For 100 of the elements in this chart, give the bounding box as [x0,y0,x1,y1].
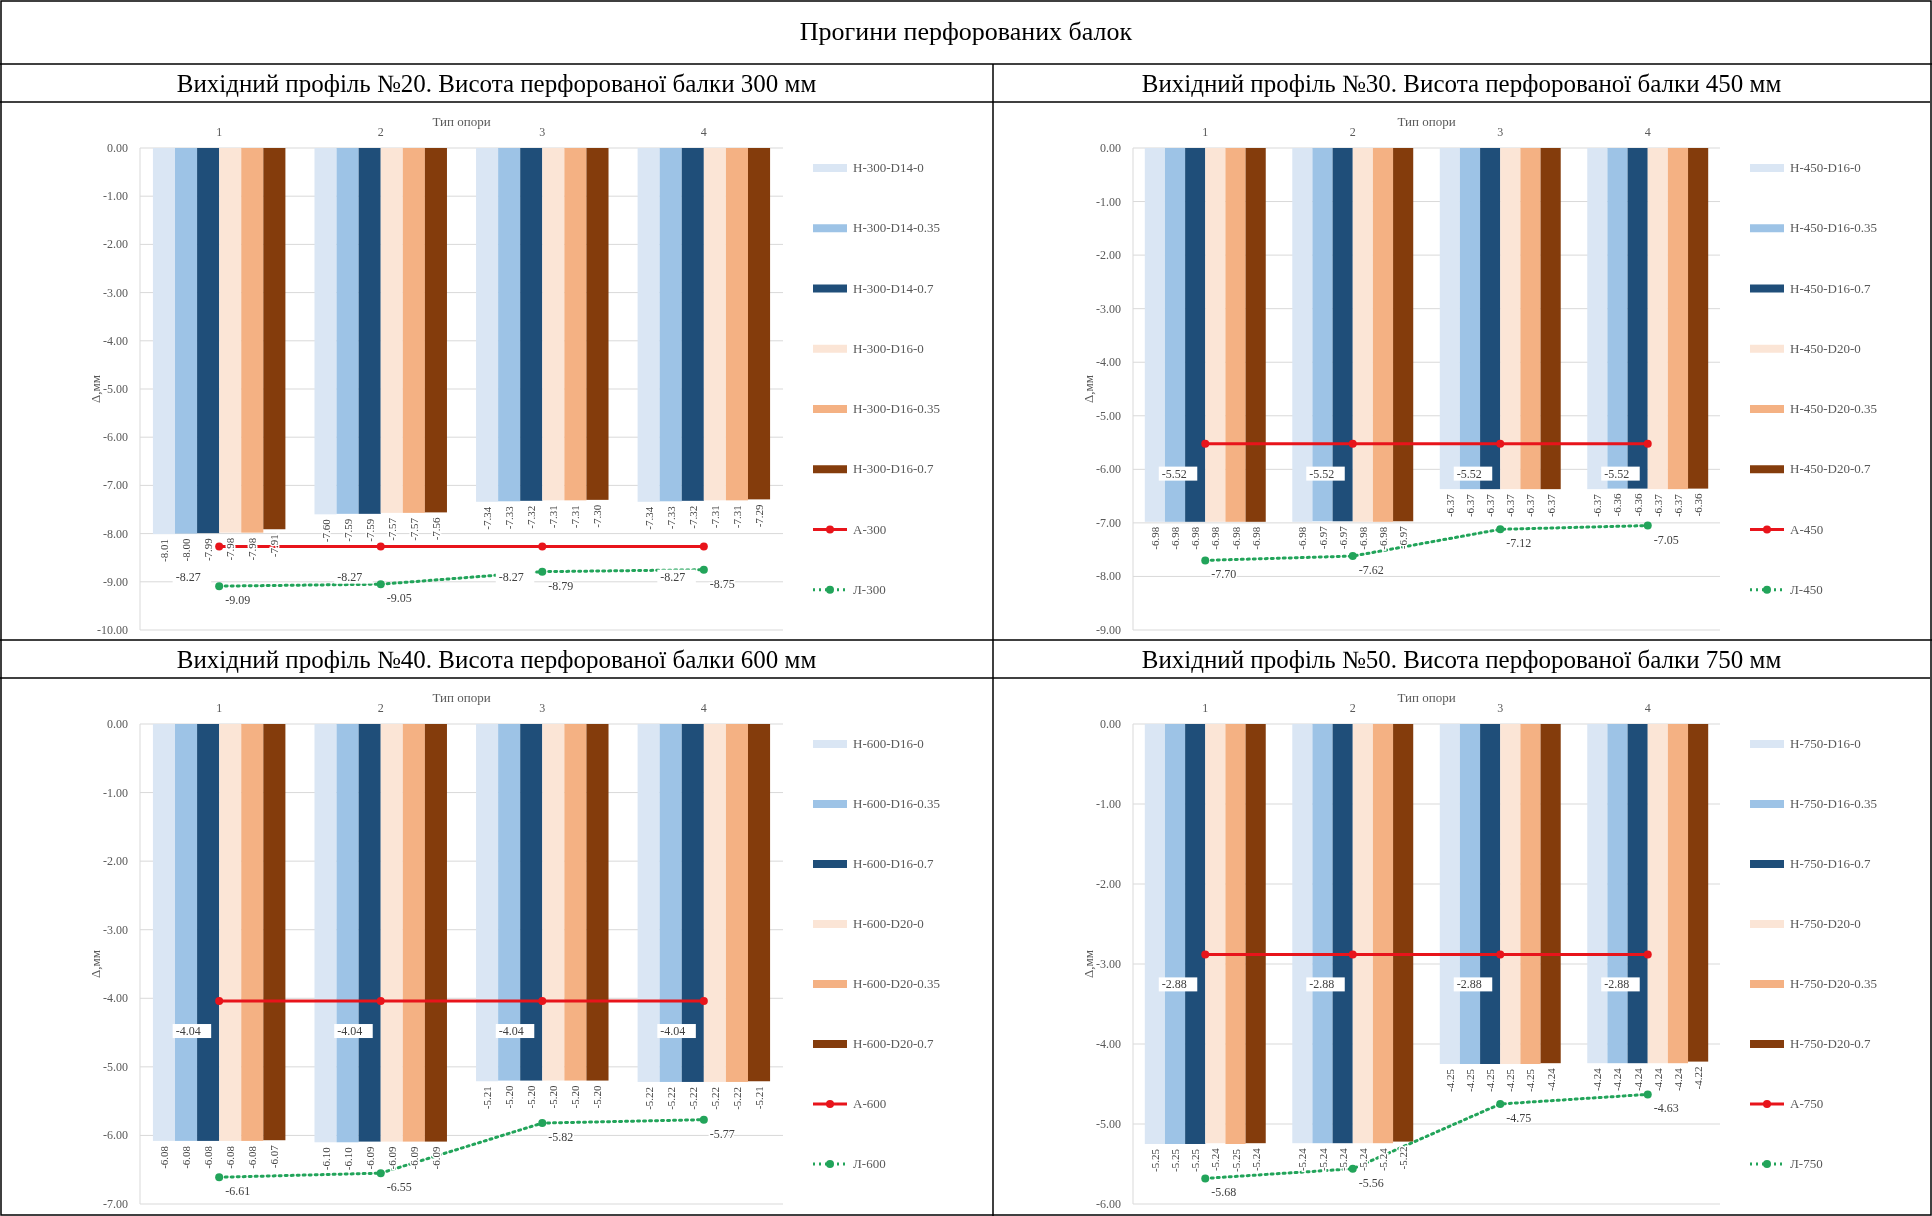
data-label: -5.22 [664,1086,677,1110]
data-label: -8.79 [548,578,574,593]
data-label: -4.24 [1671,1067,1684,1092]
data-label: -4.25 [1524,1068,1537,1092]
data-label: -5.24 [1356,1147,1369,1172]
point [1643,950,1652,959]
data-label: -4.24 [1544,1067,1557,1092]
data-label: -4.22 [1692,1066,1705,1090]
x-tick-label: 3 [1497,125,1504,139]
data-label: -4.04 [337,1024,363,1039]
data-label: -7.60 [319,518,332,543]
data-label: -6.07 [268,1144,281,1169]
data-label: -7.59 [363,518,376,542]
data-label: -5.22 [708,1086,721,1110]
point [1496,950,1505,959]
y-tick-label: 0.00 [107,141,128,155]
data-label: -5.77 [709,1126,735,1141]
data-label: -7.05 [1653,532,1679,547]
data-label: -6.08 [202,1145,215,1169]
data-label: -9.05 [386,591,412,606]
y-tick-label: -3.00 [103,285,128,300]
data-label: -7.57 [407,517,420,541]
data-label: -4.24 [1611,1067,1624,1092]
y-tick-label: -2.00 [103,237,128,252]
data-label: -6.98 [1169,526,1182,550]
point [215,1173,224,1182]
data-label: -5.82 [548,1130,574,1145]
data-label: -4.25 [1464,1068,1477,1092]
y-tick-label: -4.00 [103,333,128,348]
data-label: -5.22 [642,1086,655,1110]
data-label: -5.22 [686,1086,699,1110]
data-label: -5.21 [481,1086,494,1110]
data-label: -9.09 [225,593,251,608]
y-tick-label: -7.00 [103,1197,128,1211]
point [699,565,708,574]
data-label: -6.98 [1189,526,1202,550]
data-label: -4.25 [1504,1068,1517,1092]
y-tick-label: -5.00 [1096,1117,1121,1131]
y-tick-label: -5.00 [1096,408,1121,423]
point [1643,521,1652,530]
data-label: -6.98 [1296,526,1309,550]
legend-label: А-300 [853,521,887,537]
y-tick-label: -1.00 [103,189,128,204]
y-tick-label: -9.00 [1096,623,1121,637]
data-label: -6.09 [429,1146,442,1170]
legend-label: Н-300-D16-0 [853,340,924,356]
data-label: -6.08 [224,1145,237,1169]
y-tick-label: -8.00 [103,526,128,541]
y-tick-label: -1.00 [1096,797,1121,811]
data-label: -7.98 [224,537,237,561]
x-axis-title: Тип опори [432,690,491,705]
y-tick-label: -4.00 [1096,355,1121,370]
legend-label: Н-450-D16-0 [1790,160,1861,175]
legend-label: Н-450-D16-0.35 [1790,220,1878,236]
x-axis-title: Тип опори [1397,114,1456,129]
data-label: -6.09 [407,1146,420,1170]
data-label: -7.59 [341,518,354,542]
y-tick-label: -4.00 [103,991,128,1006]
x-tick-label: 4 [1644,125,1651,139]
y-tick-label: -3.00 [1096,301,1121,316]
y-tick-label: -4.00 [1096,1037,1121,1051]
data-label: -4.25 [1484,1068,1497,1092]
x-tick-label: 2 [377,701,384,715]
point [376,1169,385,1178]
y-axis-title: Δ,мм [1081,949,1096,979]
data-label: -8.27 [498,569,524,584]
x-tick-label: 2 [1349,701,1356,715]
data-label: -4.75 [1506,1111,1532,1125]
data-label: -2.88 [1456,977,1482,992]
point [538,1119,547,1128]
x-axis-title: Тип опори [1397,690,1456,705]
data-label: -7.62 [1358,563,1384,578]
data-label: -5.22 [730,1086,743,1110]
point [215,582,224,591]
x-tick-label: 3 [1497,701,1504,715]
data-label: -6.98 [1209,526,1222,550]
data-label: -8.27 [175,569,201,584]
data-label: -6.98 [1376,526,1389,550]
x-tick-label: 2 [377,125,384,139]
data-label: -5.25 [1229,1148,1242,1172]
data-label: -5.20 [591,1085,604,1109]
data-label: -8.27 [660,569,686,584]
data-label: -6.37 [1443,493,1456,518]
data-label: -2.88 [1161,977,1187,992]
y-tick-label: 0.00 [1100,141,1121,155]
y-tick-label: -5.00 [103,382,128,396]
point [1496,1100,1505,1108]
point [1348,950,1357,959]
point [1348,1164,1357,1173]
data-label: -5.20 [525,1085,538,1109]
data-label: -6.37 [1484,493,1497,518]
legend-label: Л-750 [1790,1156,1823,1171]
point [215,542,224,551]
data-label: -5.20 [569,1085,582,1109]
data-label: -5.52 [1309,466,1335,481]
legend-label: Н-600-D20-0.35 [853,976,941,991]
data-label: -5.24 [1209,1147,1222,1172]
legend-label: Н-600-D20-0 [853,916,924,931]
data-label: -5.20 [503,1085,516,1109]
data-label: -7.34 [481,506,494,530]
